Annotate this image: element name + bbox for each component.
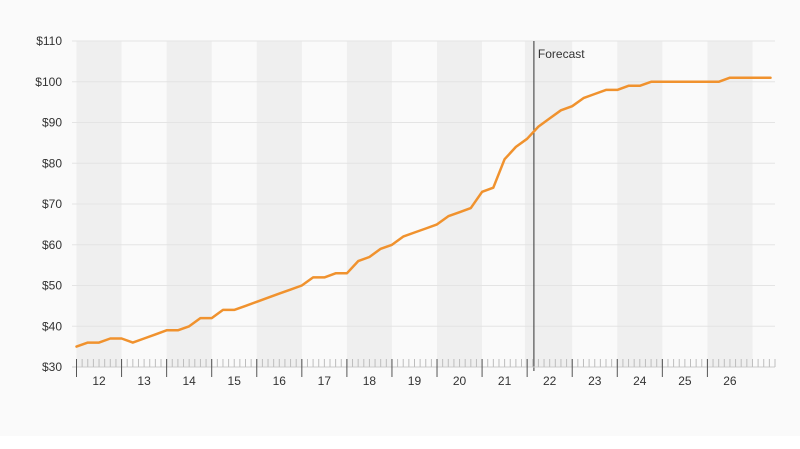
- x-tick-label: 13: [137, 374, 151, 388]
- y-tick-label: $50: [42, 279, 62, 293]
- forecast-label: Forecast: [538, 47, 585, 61]
- x-tick-label: 22: [543, 374, 557, 388]
- x-tick-label: 17: [318, 374, 332, 388]
- x-tick-label: 23: [588, 374, 602, 388]
- x-tick-label: 26: [723, 374, 737, 388]
- series-line-0: [75, 76, 772, 348]
- y-tick-label: $100: [35, 75, 62, 89]
- x-tick-label: 14: [182, 374, 196, 388]
- x-tick-label: 16: [273, 374, 287, 388]
- x-tick-label: 21: [498, 374, 512, 388]
- x-tick-label: 12: [92, 374, 106, 388]
- x-tick-label: 25: [678, 374, 692, 388]
- x-axis: 12 13 14 15 16 17 18 19 20 21 22 23 24 25 26: [72, 359, 776, 388]
- y-tick-label: $60: [42, 238, 62, 252]
- y-tick-label: $110: [36, 34, 62, 48]
- y-axis: $30 $40 $50 $60 $70 $80 $90 $100 $110: [35, 34, 62, 374]
- y-tick-label: $70: [42, 197, 62, 211]
- x-tick-label: 20: [453, 374, 467, 388]
- forecast-marker: Forecast: [533, 41, 585, 371]
- y-tick-label: $90: [42, 116, 62, 130]
- x-tick-label: 24: [633, 374, 647, 388]
- y-tick-label: $30: [42, 360, 62, 374]
- y-tick-label: $80: [42, 156, 62, 170]
- x-tick-label: 19: [408, 374, 422, 388]
- series-group: [75, 76, 772, 348]
- x-tick-label: 18: [363, 374, 377, 388]
- grid-lines: [72, 40, 775, 327]
- x-tick-label: 15: [228, 374, 242, 388]
- y-tick-label: $40: [42, 319, 62, 333]
